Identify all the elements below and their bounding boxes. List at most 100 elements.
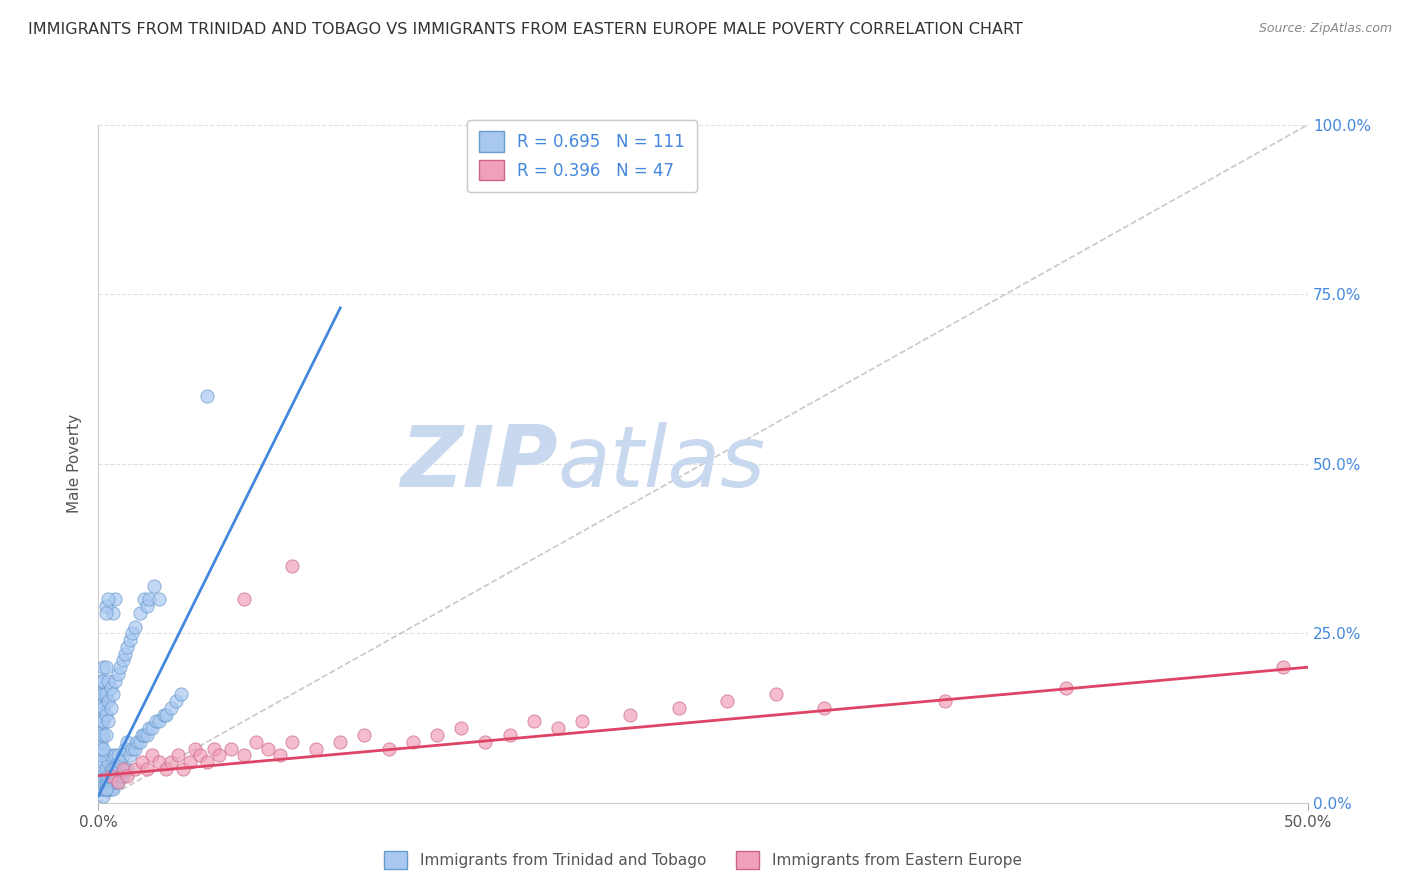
Point [195, 389, 218, 403]
Legend: R = 0.695   N = 111, R = 0.396   N = 47: R = 0.695 N = 111, R = 0.396 N = 47 [467, 120, 697, 192]
Point [172, 762, 194, 776]
Point [94, 707, 117, 722]
Point [100, 681, 122, 695]
Point [90, 728, 112, 742]
Point [114, 647, 136, 661]
Point [101, 762, 124, 776]
Point [111, 653, 134, 667]
Point [97, 775, 120, 789]
Point [208, 748, 231, 763]
Point [221, 741, 243, 756]
Point [104, 775, 127, 789]
Point [232, 592, 254, 607]
Point [619, 707, 641, 722]
Point [813, 701, 835, 715]
Point [121, 626, 143, 640]
Point [121, 741, 143, 756]
Point [377, 741, 399, 756]
Text: ZIP: ZIP [401, 422, 558, 506]
Point [91, 782, 114, 797]
Point [165, 694, 187, 708]
Point [118, 748, 141, 763]
Point [143, 579, 166, 593]
Point [571, 714, 593, 729]
Point [94, 782, 117, 797]
Point [934, 694, 956, 708]
Point [131, 755, 153, 769]
Point [127, 735, 149, 749]
Point [281, 558, 304, 573]
Point [547, 721, 569, 735]
Point [107, 667, 129, 681]
Point [90, 748, 112, 763]
Point [94, 762, 117, 776]
Point [94, 599, 117, 614]
Point [716, 694, 738, 708]
Point [450, 721, 472, 735]
Point [329, 735, 352, 749]
Point [94, 660, 117, 674]
Point [90, 782, 112, 797]
Point [108, 769, 131, 783]
Point [91, 789, 114, 803]
Point [91, 782, 114, 797]
Point [97, 592, 120, 607]
Point [114, 741, 136, 756]
Point [160, 701, 183, 715]
Point [111, 769, 134, 783]
Point [94, 606, 117, 620]
Point [90, 681, 112, 695]
Point [91, 687, 114, 701]
Point [118, 633, 141, 648]
Point [124, 762, 146, 776]
Point [107, 748, 129, 763]
Point [107, 775, 129, 789]
Point [90, 714, 112, 729]
Point [90, 782, 112, 797]
Point [269, 748, 291, 763]
Point [108, 755, 131, 769]
Point [134, 728, 156, 742]
Point [97, 769, 120, 783]
Point [90, 735, 112, 749]
Point [101, 606, 124, 620]
Point [114, 762, 136, 776]
Point [94, 748, 117, 763]
Point [128, 735, 150, 749]
Point [179, 755, 201, 769]
Point [104, 673, 127, 688]
Point [100, 748, 122, 763]
Point [101, 687, 124, 701]
Point [668, 701, 690, 715]
Point [523, 714, 546, 729]
Point [94, 782, 117, 797]
Point [97, 782, 120, 797]
Point [138, 592, 160, 607]
Point [256, 741, 278, 756]
Point [117, 762, 139, 776]
Point [1054, 681, 1077, 695]
Text: IMMIGRANTS FROM TRINIDAD AND TOBAGO VS IMMIGRANTS FROM EASTERN EUROPE MALE POVER: IMMIGRANTS FROM TRINIDAD AND TOBAGO VS I… [28, 22, 1024, 37]
Point [100, 762, 122, 776]
Point [97, 694, 120, 708]
Point [90, 721, 112, 735]
Point [281, 735, 304, 749]
Point [91, 775, 114, 789]
Point [152, 707, 174, 722]
Point [117, 735, 139, 749]
Point [104, 762, 127, 776]
Point [91, 673, 114, 688]
Point [148, 592, 170, 607]
Point [111, 762, 134, 776]
Point [169, 687, 191, 701]
Point [100, 701, 122, 715]
Point [117, 640, 139, 654]
Point [101, 775, 124, 789]
Point [90, 741, 112, 756]
Point [160, 755, 183, 769]
Point [94, 769, 117, 783]
Point [155, 762, 177, 776]
Point [90, 687, 112, 701]
Point [91, 762, 114, 776]
Point [124, 619, 146, 633]
